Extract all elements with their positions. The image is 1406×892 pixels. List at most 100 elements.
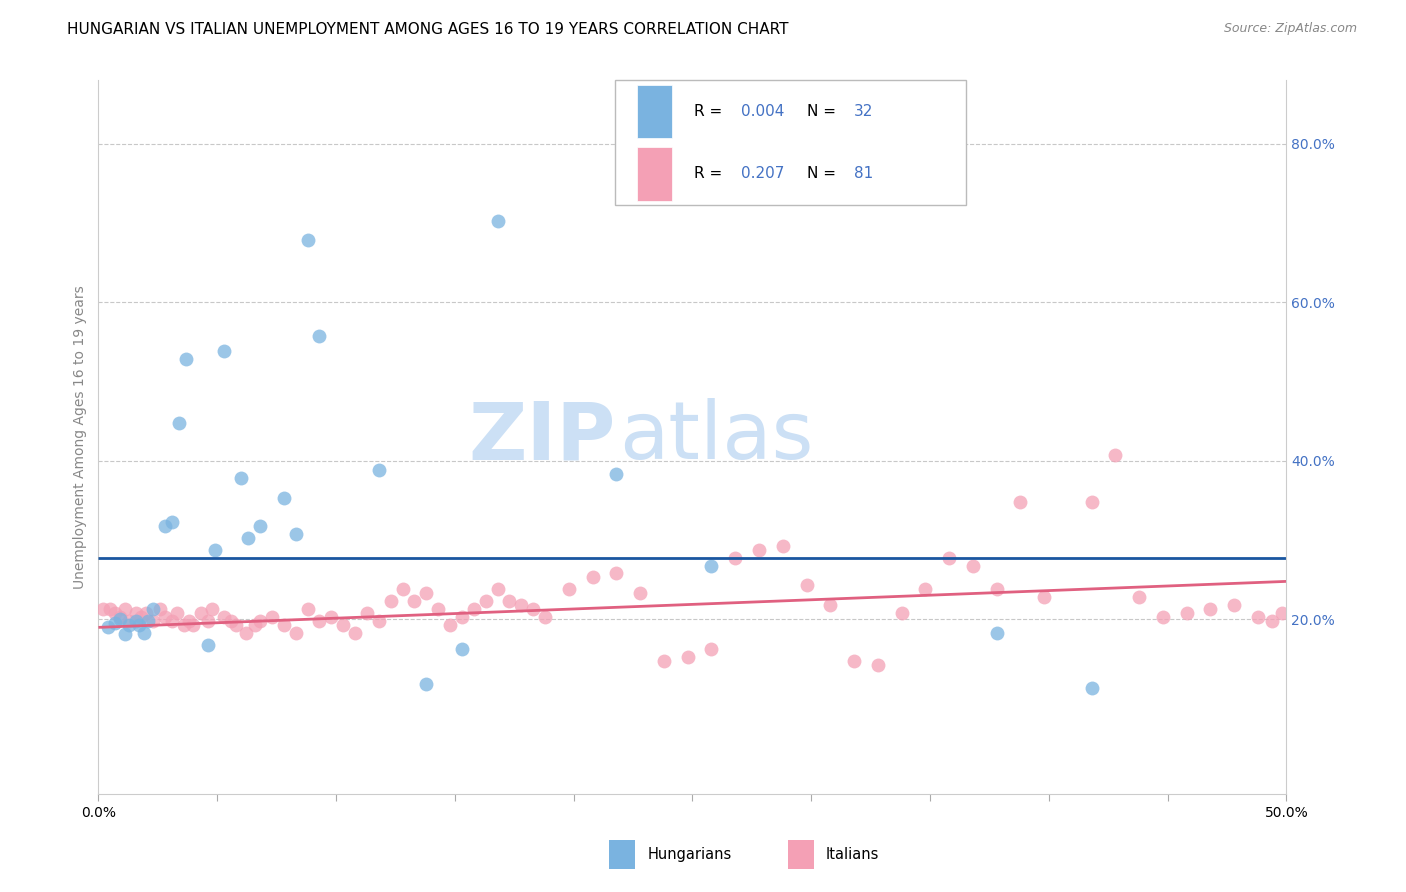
Point	[197, 614, 219, 628]
Text: R =: R =	[693, 167, 727, 181]
Point	[356, 606, 378, 620]
FancyBboxPatch shape	[616, 80, 966, 205]
Point	[914, 582, 936, 597]
Point	[91, 602, 114, 616]
Point	[748, 542, 770, 557]
Point	[160, 614, 183, 628]
Point	[284, 626, 307, 640]
Text: N =: N =	[807, 167, 841, 181]
Point	[486, 582, 509, 597]
Point	[201, 602, 224, 616]
Point	[474, 594, 496, 608]
Point	[1104, 448, 1126, 462]
Point	[820, 598, 842, 612]
Point	[129, 610, 152, 624]
Point	[391, 582, 413, 597]
Point	[125, 606, 148, 620]
Point	[1223, 598, 1246, 612]
Point	[108, 610, 131, 624]
Point	[128, 618, 150, 632]
Text: ZIP: ZIP	[468, 398, 616, 476]
Point	[890, 606, 912, 620]
Point	[866, 657, 889, 672]
Point	[177, 614, 200, 628]
Point	[582, 570, 605, 584]
Point	[108, 612, 131, 626]
Point	[204, 542, 226, 557]
Point	[1010, 495, 1032, 509]
FancyBboxPatch shape	[787, 840, 814, 869]
Point	[173, 618, 195, 632]
Text: 0.004: 0.004	[741, 104, 785, 119]
Point	[700, 641, 723, 656]
Text: Source: ZipAtlas.com: Source: ZipAtlas.com	[1223, 22, 1357, 36]
Point	[986, 626, 1008, 640]
Point	[367, 463, 389, 477]
FancyBboxPatch shape	[609, 840, 636, 869]
Point	[605, 566, 627, 581]
Text: 81: 81	[853, 167, 873, 181]
Point	[486, 213, 509, 227]
Point	[986, 582, 1008, 597]
Point	[176, 352, 198, 367]
Point	[1247, 610, 1270, 624]
Point	[284, 526, 307, 541]
Point	[498, 594, 520, 608]
Point	[724, 550, 747, 565]
Point	[149, 602, 172, 616]
Point	[451, 610, 474, 624]
Point	[135, 606, 157, 620]
Point	[167, 416, 190, 430]
Point	[308, 328, 330, 343]
Point	[842, 654, 865, 668]
Point	[225, 618, 247, 632]
Point	[1152, 610, 1174, 624]
Point	[273, 618, 295, 632]
Point	[463, 602, 485, 616]
Point	[962, 558, 984, 573]
Text: HUNGARIAN VS ITALIAN UNEMPLOYMENT AMONG AGES 16 TO 19 YEARS CORRELATION CHART: HUNGARIAN VS ITALIAN UNEMPLOYMENT AMONG …	[67, 22, 789, 37]
Point	[652, 654, 675, 668]
Point	[273, 491, 295, 505]
Point	[153, 519, 176, 533]
Point	[380, 594, 402, 608]
Point	[321, 610, 343, 624]
Point	[796, 578, 818, 592]
Point	[160, 515, 183, 529]
Point	[260, 610, 283, 624]
Text: Italians: Italians	[825, 847, 879, 862]
Point	[415, 586, 437, 600]
Point	[166, 606, 188, 620]
Point	[700, 558, 723, 573]
Point	[676, 649, 699, 664]
Point	[367, 614, 389, 628]
Point	[142, 614, 165, 628]
Point	[114, 602, 136, 616]
Point	[332, 618, 354, 632]
Point	[249, 519, 271, 533]
Point	[404, 594, 426, 608]
Point	[297, 602, 319, 616]
Point	[510, 598, 533, 612]
Point	[308, 614, 330, 628]
Point	[605, 467, 627, 482]
Point	[1128, 591, 1150, 605]
FancyBboxPatch shape	[637, 147, 672, 201]
Point	[229, 471, 252, 485]
Point	[118, 614, 141, 628]
Point	[1199, 602, 1222, 616]
Point	[772, 539, 794, 553]
Point	[114, 626, 136, 640]
Point	[97, 620, 120, 634]
Point	[136, 614, 159, 628]
Text: Hungarians: Hungarians	[647, 847, 731, 862]
Text: N =: N =	[807, 104, 841, 119]
Point	[153, 610, 176, 624]
Point	[1033, 591, 1056, 605]
Point	[249, 614, 271, 628]
Point	[190, 606, 212, 620]
Point	[142, 602, 165, 616]
Point	[104, 616, 127, 631]
Point	[534, 610, 557, 624]
Point	[221, 614, 243, 628]
